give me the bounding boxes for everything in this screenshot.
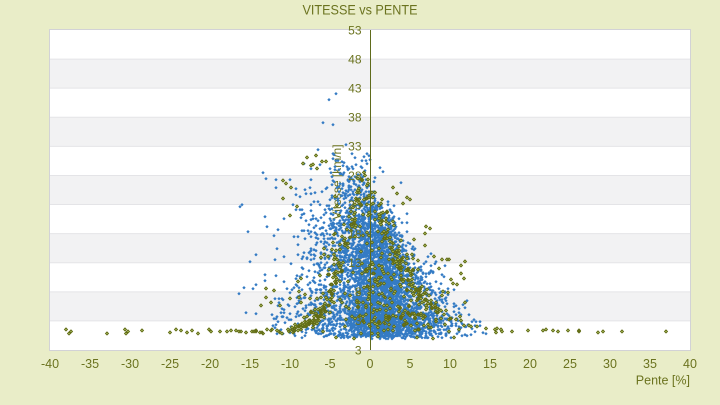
svg-text:13: 13	[348, 256, 362, 270]
svg-text:38: 38	[348, 111, 362, 125]
svg-text:-30: -30	[121, 357, 139, 371]
svg-text:30: 30	[603, 357, 617, 371]
svg-text:18: 18	[348, 227, 362, 241]
svg-text:28: 28	[348, 169, 362, 183]
svg-text:5: 5	[407, 357, 414, 371]
svg-text:-15: -15	[241, 357, 259, 371]
svg-text:43: 43	[348, 81, 362, 95]
svg-text:-20: -20	[201, 357, 219, 371]
svg-text:VITESSE vs PENTE: VITESSE vs PENTE	[303, 2, 418, 18]
svg-text:25: 25	[563, 357, 577, 371]
svg-text:40: 40	[683, 357, 697, 371]
svg-text:Pente [%]: Pente [%]	[636, 373, 690, 387]
svg-text:-35: -35	[81, 357, 99, 371]
svg-text:0: 0	[367, 357, 374, 371]
svg-text:-5: -5	[324, 357, 335, 371]
svg-text:Vitesse [km/h]: Vitesse [km/h]	[330, 144, 344, 219]
svg-text:10: 10	[443, 357, 457, 371]
svg-text:3: 3	[355, 343, 362, 357]
svg-text:3: 3	[355, 314, 362, 328]
svg-text:-10: -10	[281, 357, 299, 371]
svg-text:-40: -40	[41, 357, 59, 371]
svg-text:35: 35	[643, 357, 657, 371]
svg-text:48: 48	[348, 52, 362, 66]
svg-text:-25: -25	[161, 357, 179, 371]
svg-text:53: 53	[348, 23, 362, 37]
svg-text:23: 23	[348, 198, 362, 212]
svg-text:33: 33	[348, 140, 362, 154]
svg-text:20: 20	[523, 357, 537, 371]
svg-text:8: 8	[355, 285, 362, 299]
svg-text:15: 15	[483, 357, 497, 371]
